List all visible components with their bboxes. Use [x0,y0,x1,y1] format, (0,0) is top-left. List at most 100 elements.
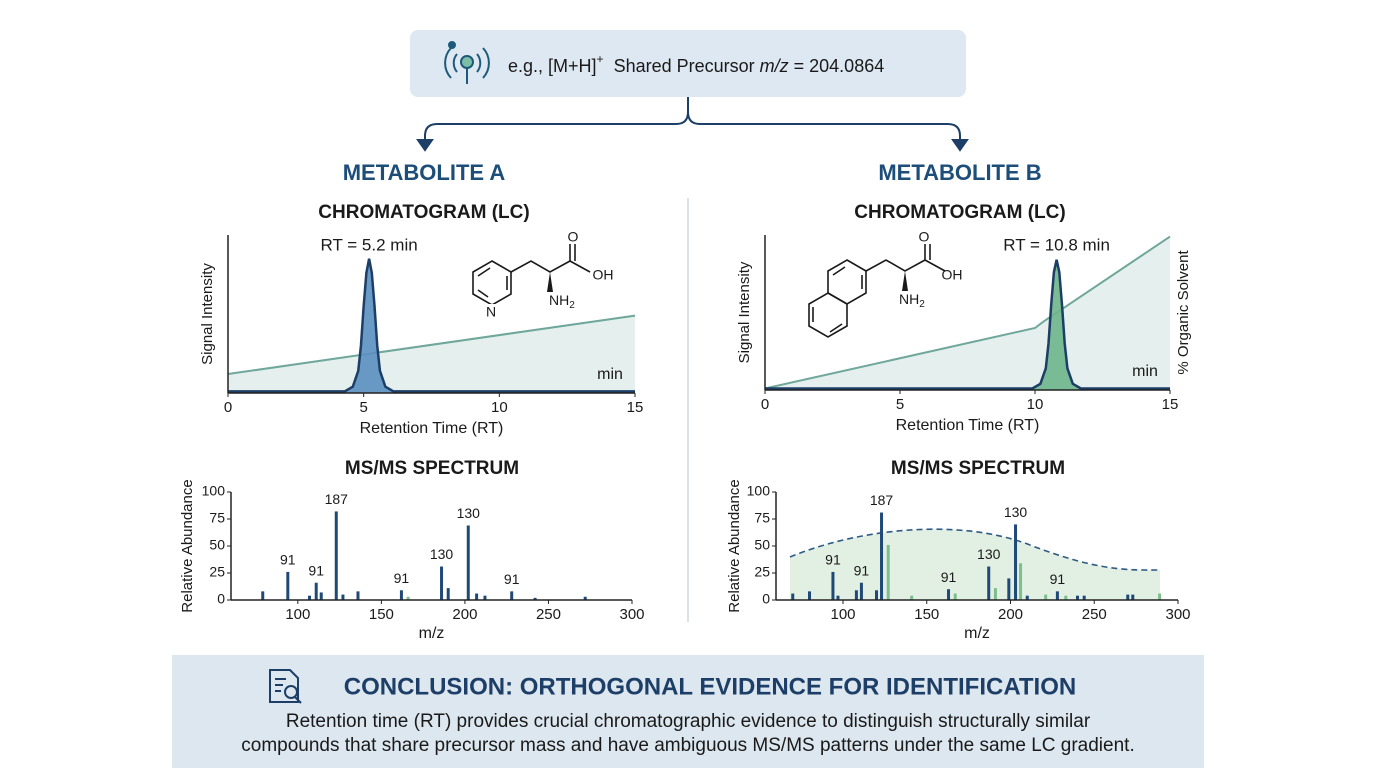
peak-label: 130 [430,546,454,562]
y-tick-label: 100 [747,483,771,499]
peak-label: 91 [825,552,841,568]
peak [466,525,470,600]
peak [286,571,290,600]
y-tick-label: 50 [754,537,770,553]
peak-label: 130 [1004,504,1028,520]
atom-label: O [568,229,579,245]
atom-label: N [486,304,496,320]
peak [1076,595,1079,600]
x-axis-label: m/z [419,625,445,642]
y-tick-label: 75 [754,510,770,526]
atom-label: O [919,229,930,245]
atom-label: NH2 [899,291,925,310]
peak [399,590,403,600]
peak [314,582,318,600]
section-title: CHROMATOGRAM (LC) [318,202,529,223]
section-title: CHROMATOGRAM (LC) [854,202,1065,223]
peak [1055,591,1059,600]
x-tick-label: 10 [491,399,508,416]
peak [1082,595,1086,600]
panel-title: METABOLITE A [343,160,506,185]
area [228,315,635,393]
y-tick-label: 0 [762,591,770,607]
x-axis-label: Retention Time (RT) [896,417,1040,434]
x-tick-label: 200 [998,606,1023,623]
unit-label: min [1132,363,1158,380]
peak-label: 91 [394,570,410,586]
peak [1131,594,1135,600]
y-tick-label: 25 [209,564,225,580]
conclusion-title: CONCLUSION: ORTHOGONAL EVIDENCE FOR IDEN… [344,673,1076,700]
x-tick-label: 5 [896,396,904,413]
peak-label: 91 [504,571,520,587]
peak-label: 91 [308,562,324,578]
peak [533,597,537,600]
peak-label: 91 [280,552,296,568]
y-axis-label: Relative Abundance [179,479,196,612]
x-tick-label: 15 [1162,396,1179,413]
section-title: MS/MS SPECTRUM [891,458,1065,479]
peak [483,595,487,600]
header-sup: + [597,52,604,66]
x-tick-label: 200 [452,606,477,623]
peak [308,595,312,600]
section-title: MS/MS SPECTRUM [345,458,519,479]
peak [475,593,479,600]
peak-label: 130 [457,505,481,521]
header-value: = 204.0864 [794,56,885,76]
peak [831,571,835,600]
peak-label: 187 [325,491,349,507]
y-axis-label: Signal Intensity [199,263,216,365]
x-tick-label: 100 [285,606,310,623]
y2-axis-label: % Organic Solvent [1175,250,1192,375]
peak [953,593,957,600]
peak [319,592,323,600]
peak [261,591,265,600]
atom-label: NH [549,292,569,308]
peak-label: 91 [854,562,870,578]
line [228,258,635,393]
peak [406,596,410,600]
structure: N O OH NH2 [472,229,614,320]
peak [1158,593,1162,600]
conclusion-text: compounds that share precursor mass and … [241,735,1134,756]
y-tick-label: 75 [209,510,225,526]
header-prefix: e.g., [M+H] [508,56,597,76]
y-tick-label: 25 [754,564,770,580]
structure: O OH NH2 [808,229,963,338]
header-box [410,30,966,97]
atom-subscript: 2 [569,300,575,311]
header-label: Shared Precursor [614,56,755,76]
x-tick-label: 150 [369,606,394,623]
peak [791,593,795,600]
unit-label: min [597,366,623,383]
peak [334,511,338,600]
x-tick-label: 15 [627,399,644,416]
peak [836,595,840,600]
x-axis-label: Retention Time (RT) [360,420,504,437]
x-tick-label: 250 [1082,606,1107,623]
y-tick-label: 0 [217,591,225,607]
annotation: RT = 5.2 min [321,235,418,254]
peak [875,590,878,600]
peak [1014,524,1018,600]
x-tick-label: 250 [536,606,561,623]
signal-icon [444,41,490,84]
peak [446,588,450,600]
peak [1126,594,1130,600]
line [227,314,636,376]
peak [886,544,890,600]
peak [1064,595,1068,600]
atom-label: NH2 [549,292,575,311]
conclusion-box [172,655,1204,768]
peak [808,591,811,600]
peak [987,566,991,600]
peak [356,591,360,600]
peak [341,594,345,600]
x-tick-label: 150 [914,606,939,623]
peak [993,588,997,600]
report-icon [269,669,302,704]
line [764,235,1171,390]
peak [947,589,951,600]
